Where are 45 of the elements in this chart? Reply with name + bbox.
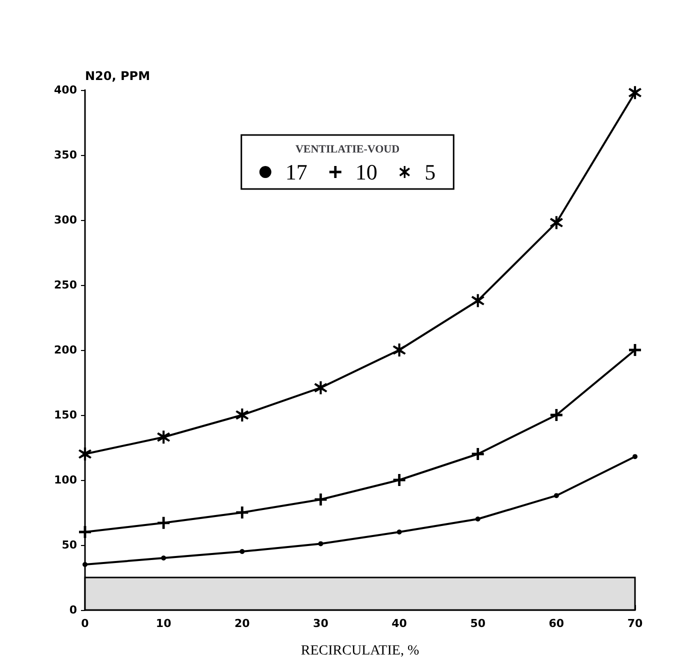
point: [393, 474, 406, 486]
x-tick-label: 50: [470, 617, 486, 630]
x-tick-label: 70: [627, 617, 643, 630]
point: [78, 448, 92, 460]
x-axis-title: RECIRCULATIE, %: [300, 644, 420, 658]
y-tick-label: 250: [54, 278, 78, 292]
legend-label: 5: [424, 160, 436, 184]
point: [392, 344, 406, 356]
x-tick-label: 60: [548, 617, 564, 630]
x-tick-label: 0: [81, 617, 90, 630]
point: [396, 530, 402, 534]
y-axis-title: N20, PPM: [85, 69, 150, 83]
y-tick-label: 400: [54, 84, 78, 96]
point: [157, 430, 170, 444]
point: [550, 216, 563, 230]
point: [314, 494, 327, 506]
point: [161, 556, 166, 560]
point: [632, 454, 638, 460]
y-tick-label: 50: [62, 538, 78, 552]
point: [475, 516, 480, 522]
point: [318, 541, 324, 546]
x-tick-label: 10: [156, 617, 172, 630]
point: [314, 381, 328, 394]
point: [550, 409, 562, 421]
point: [82, 562, 88, 567]
point: [554, 493, 559, 498]
point: [240, 549, 245, 554]
legend-label: 10: [355, 160, 378, 184]
point: [628, 86, 642, 100]
y-tick-label: 300: [54, 214, 78, 226]
point: [471, 294, 484, 308]
x-tick-label: 20: [234, 617, 250, 630]
point: [236, 408, 249, 422]
legend-label: 17: [285, 160, 308, 184]
y-tick-label: 0: [69, 604, 78, 616]
point: [236, 506, 248, 518]
x-tick-label: 30: [313, 617, 329, 630]
x-tick-label: 40: [392, 617, 408, 630]
y-tick-label: 350: [54, 148, 78, 162]
y-tick-label: 150: [54, 408, 78, 422]
legend-title: VENTILATIE-VOUD: [295, 144, 400, 156]
point: [472, 448, 484, 460]
y-tick-label: 200: [54, 344, 78, 356]
y-tick-label: 100: [54, 474, 78, 486]
point: [158, 516, 170, 529]
